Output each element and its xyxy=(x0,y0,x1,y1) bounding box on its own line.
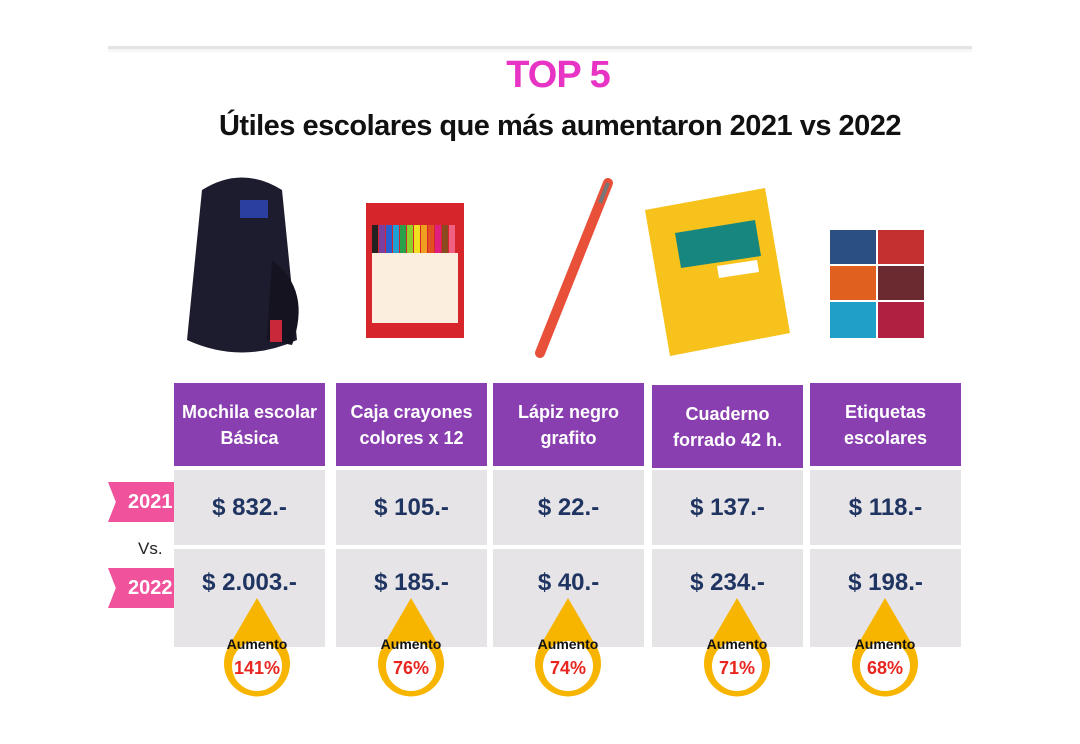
price-2021: $ 118.- xyxy=(810,470,961,545)
increase-label: Aumento xyxy=(854,636,916,652)
notebook-image xyxy=(645,188,790,356)
page-title: TOP 5 xyxy=(506,54,610,96)
drop-icon xyxy=(378,598,444,697)
increase-badge: Aumento 68% xyxy=(849,598,921,708)
increase-label: Aumento xyxy=(537,636,599,652)
pencil-image xyxy=(528,178,618,358)
drop-icon xyxy=(535,598,601,697)
increase-percent: 68% xyxy=(866,658,904,678)
increase-label: Aumento xyxy=(706,636,768,652)
backpack-image xyxy=(172,170,312,365)
price-2021: $ 105.- xyxy=(336,470,487,545)
increase-percent: 71% xyxy=(718,658,756,678)
drop-icon xyxy=(704,598,770,697)
page-subtitle: Útiles escolares que más aumentaron 2021… xyxy=(218,110,902,142)
increase-badge: Aumento 71% xyxy=(701,598,773,708)
vs-label: Vs. xyxy=(138,539,163,558)
increase-badge: Aumento 74% xyxy=(532,598,604,708)
price-2021: $ 832.- xyxy=(174,470,325,545)
labels-image xyxy=(828,228,926,340)
increase-percent: 141% xyxy=(233,658,281,678)
product-name: Mochila escolar Básica xyxy=(174,383,325,466)
price-2022: $ 198.- xyxy=(810,549,961,647)
top-divider xyxy=(108,46,972,49)
increase-percent: 74% xyxy=(549,658,587,678)
increase-label: Aumento xyxy=(380,636,442,652)
product-name: Cuaderno forrado 42 h. xyxy=(652,385,803,468)
product-name: Caja crayones colores x 12 xyxy=(336,383,487,466)
increase-label: Aumento xyxy=(226,636,288,652)
crayon-box-image xyxy=(366,203,464,338)
price-2021: $ 22.- xyxy=(493,470,644,545)
price-2021: $ 137.- xyxy=(652,470,803,545)
increase-badge: Aumento 76% xyxy=(375,598,447,708)
increase-badge: Aumento 141% xyxy=(221,598,293,708)
product-name: Lápiz negro grafito xyxy=(493,383,644,466)
drop-icon xyxy=(852,598,918,697)
increase-percent: 76% xyxy=(392,658,430,678)
product-name: Etiquetas escolares xyxy=(810,383,961,466)
drop-icon xyxy=(224,598,290,697)
